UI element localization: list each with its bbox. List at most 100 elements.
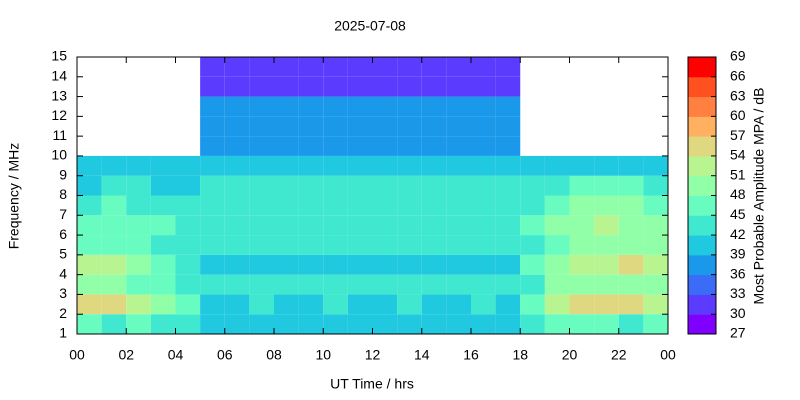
heat-cell bbox=[471, 195, 496, 216]
y-tick-label: 14 bbox=[51, 67, 67, 83]
heat-cell bbox=[175, 215, 201, 236]
heat-cell bbox=[372, 294, 398, 315]
heat-cell bbox=[446, 155, 471, 176]
colorbar-swatch bbox=[688, 57, 716, 78]
heat-cell bbox=[471, 57, 496, 77]
heat-cell bbox=[347, 57, 373, 77]
heat-cell bbox=[347, 235, 373, 255]
heat-cell bbox=[372, 175, 398, 196]
heat-cell bbox=[347, 195, 373, 216]
heat-cell bbox=[520, 195, 545, 216]
heat-cell bbox=[372, 136, 398, 156]
heat-cell bbox=[126, 254, 151, 275]
heat-cell bbox=[347, 155, 373, 176]
heat-cell bbox=[298, 116, 324, 137]
heat-cell bbox=[372, 96, 398, 117]
heat-cell bbox=[471, 235, 496, 255]
heat-cell bbox=[372, 57, 398, 77]
heat-cell bbox=[471, 314, 496, 334]
heat-cell bbox=[446, 294, 471, 315]
heat-cell bbox=[471, 116, 496, 137]
heat-cell bbox=[347, 76, 373, 97]
heat-cell bbox=[397, 155, 422, 176]
heat-cell bbox=[200, 76, 225, 97]
colorbar-tick-label: 60 bbox=[730, 107, 746, 123]
heat-cell bbox=[594, 254, 619, 275]
heat-cell bbox=[274, 76, 299, 97]
heat-cell bbox=[618, 215, 644, 236]
heat-cell bbox=[397, 215, 422, 236]
heat-cell bbox=[594, 215, 619, 236]
heat-cell bbox=[446, 116, 471, 137]
heat-cell bbox=[421, 294, 447, 315]
heat-cell bbox=[446, 76, 471, 97]
heat-cell bbox=[224, 175, 250, 196]
heat-cell bbox=[224, 274, 250, 295]
heat-cell bbox=[643, 274, 668, 295]
colorbar-swatch bbox=[688, 175, 716, 196]
heat-cell bbox=[569, 215, 595, 236]
heat-cell bbox=[421, 195, 447, 216]
heat-cell bbox=[495, 76, 521, 97]
heat-cell bbox=[249, 215, 274, 236]
heat-cell bbox=[618, 254, 644, 275]
heat-cell bbox=[150, 294, 176, 315]
heat-cell bbox=[544, 314, 570, 334]
y-tick-label: 8 bbox=[59, 186, 67, 202]
heat-cell bbox=[249, 96, 274, 117]
heat-cell bbox=[175, 254, 201, 275]
x-tick-label: 04 bbox=[168, 347, 184, 363]
heat-cell bbox=[495, 96, 521, 117]
heat-cell bbox=[544, 235, 570, 255]
heat-cell bbox=[298, 314, 324, 334]
heat-cell bbox=[298, 175, 324, 196]
heat-cell bbox=[495, 314, 521, 334]
heat-cell bbox=[224, 57, 250, 77]
y-tick-label: 12 bbox=[51, 107, 67, 123]
heat-cell bbox=[569, 294, 595, 315]
heat-cell bbox=[274, 175, 299, 196]
heat-cell bbox=[569, 254, 595, 275]
heat-cell bbox=[200, 155, 225, 176]
heat-cell bbox=[421, 155, 447, 176]
x-tick-label: 16 bbox=[463, 347, 479, 363]
heat-cell bbox=[323, 294, 348, 315]
y-axis-label: Frequency / MHz bbox=[6, 143, 22, 250]
heat-cell bbox=[274, 215, 299, 236]
heat-cell bbox=[643, 314, 668, 334]
heat-cell bbox=[618, 274, 644, 295]
heat-cell bbox=[274, 274, 299, 295]
heat-cell bbox=[200, 294, 225, 315]
heat-cell bbox=[594, 175, 619, 196]
colorbar-tick-label: 48 bbox=[730, 186, 746, 202]
heat-cell bbox=[126, 215, 151, 236]
y-tick-label: 13 bbox=[51, 87, 67, 103]
heat-cell bbox=[495, 294, 521, 315]
heat-cell bbox=[347, 136, 373, 156]
colorbar-swatch bbox=[688, 116, 716, 137]
heat-cell bbox=[495, 116, 521, 137]
colorbar-swatch bbox=[688, 294, 716, 315]
heat-cell bbox=[618, 294, 644, 315]
y-tick-label: 1 bbox=[59, 325, 67, 341]
heat-cell bbox=[224, 294, 250, 315]
heat-cell bbox=[323, 96, 348, 117]
heat-cell bbox=[77, 155, 102, 176]
heat-cell bbox=[544, 294, 570, 315]
heat-cell bbox=[347, 274, 373, 295]
heat-cell bbox=[544, 274, 570, 295]
colorbar-tick-label: 36 bbox=[730, 265, 746, 281]
heat-cell bbox=[569, 195, 595, 216]
colorbar-tick-label: 45 bbox=[730, 206, 746, 222]
heat-cell bbox=[618, 175, 644, 196]
heat-cell bbox=[77, 294, 102, 315]
heat-cell bbox=[421, 215, 447, 236]
heat-cell bbox=[77, 254, 102, 275]
heat-cell bbox=[249, 76, 274, 97]
heat-cell bbox=[274, 136, 299, 156]
colorbar-tick-label: 63 bbox=[730, 87, 746, 103]
heat-cell bbox=[249, 155, 274, 176]
x-tick-label: 00 bbox=[660, 347, 676, 363]
heat-cell bbox=[274, 155, 299, 176]
